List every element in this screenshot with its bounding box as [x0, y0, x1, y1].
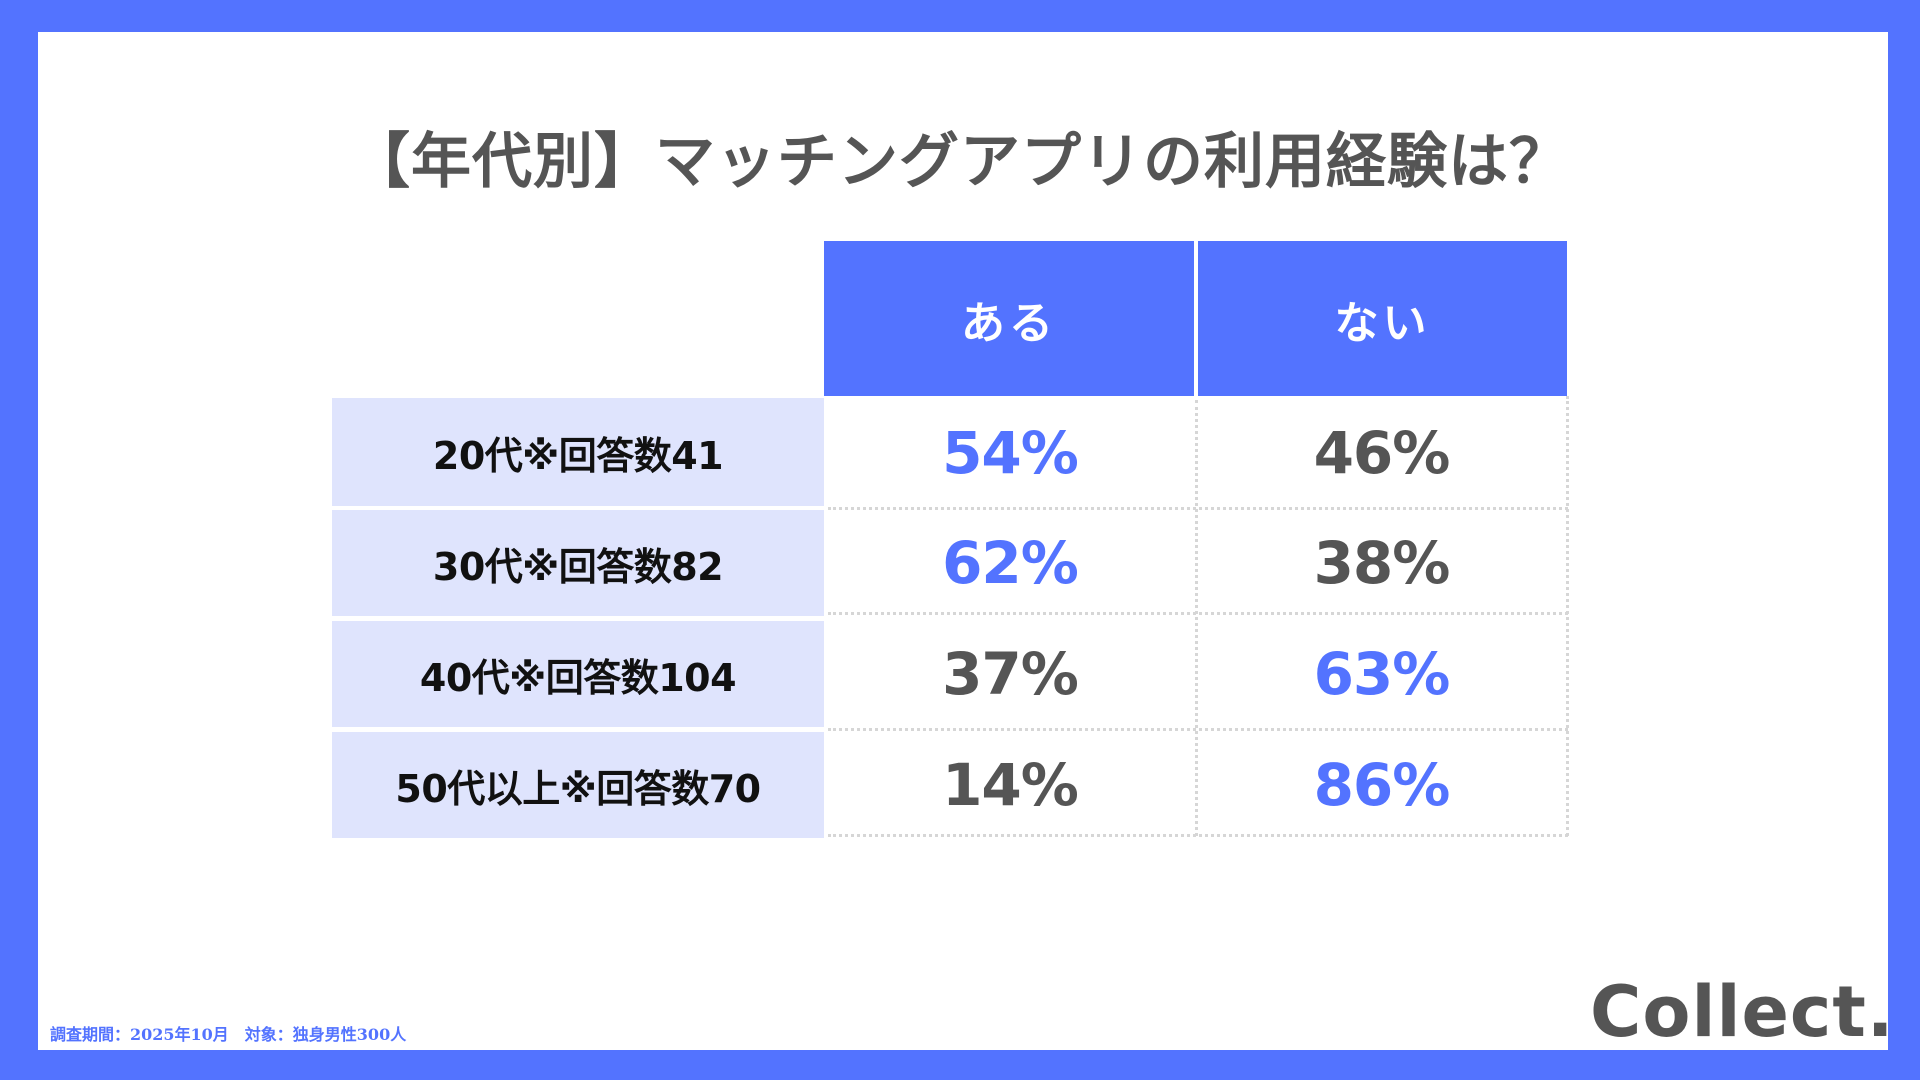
row-label-30s: 30代※回答数82: [332, 510, 824, 616]
page-title: 【年代別】マッチングアプリの利用経験は？: [350, 127, 1570, 197]
value-20s-yes: 54%: [942, 419, 1079, 487]
brand-logo: Collect.: [1590, 971, 1895, 1053]
value-40s-no: 63%: [1313, 640, 1451, 708]
value-40s-yes: 37%: [942, 640, 1079, 708]
row-divider: [828, 507, 1568, 510]
row-label-20s: 20代※回答数41: [332, 398, 824, 506]
row-label-50s-plus: 50代以上※回答数70: [332, 732, 824, 838]
column-header-yes: ある: [824, 241, 1194, 396]
value-20s-no: 46%: [1313, 419, 1451, 487]
value-30s-yes: 62%: [942, 529, 1079, 597]
column-divider: [1195, 400, 1198, 836]
row-divider: [828, 612, 1568, 615]
value-50s-plus-no: 86%: [1313, 751, 1451, 819]
survey-footnote: 調査期間：2025年10月 対象：独身男性300人: [50, 1025, 407, 1044]
value-30s-no: 38%: [1313, 529, 1451, 597]
row-label-40s: 40代※回答数104: [332, 621, 824, 727]
value-50s-plus-yes: 14%: [942, 751, 1079, 819]
column-divider: [1566, 396, 1569, 836]
row-divider: [828, 834, 1568, 837]
column-header-no: ない: [1198, 241, 1567, 396]
row-divider: [828, 728, 1568, 731]
